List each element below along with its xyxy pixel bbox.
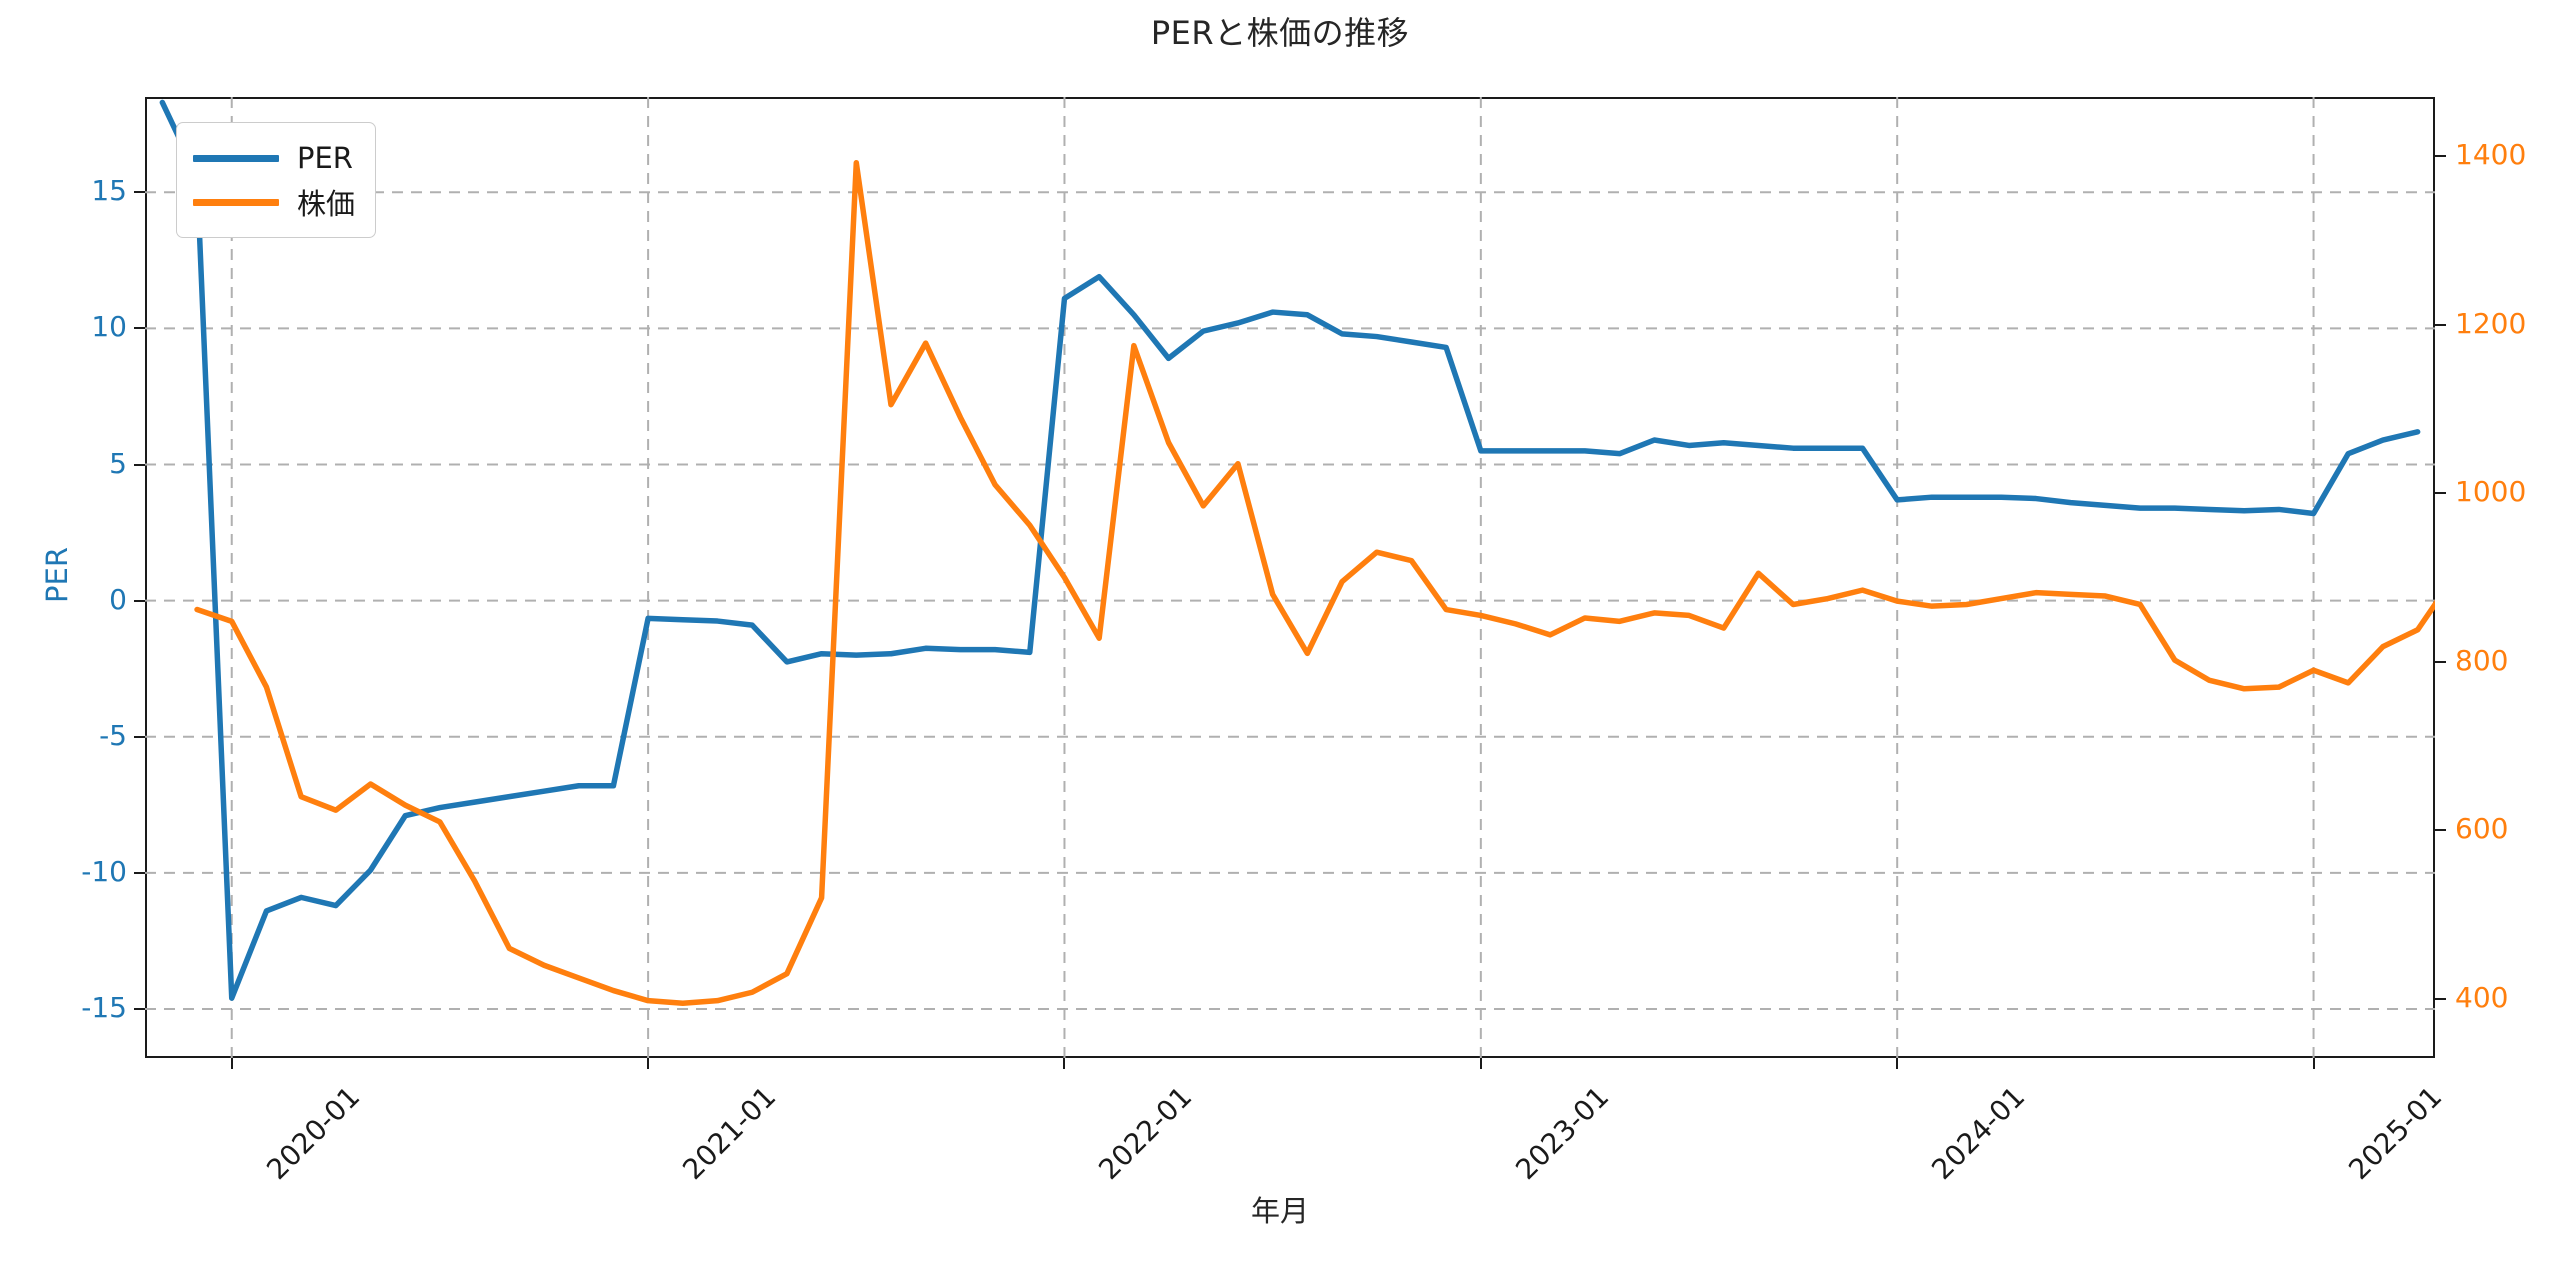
chart-legend: PER 株価	[176, 122, 377, 238]
x-tick-label: 2022-01	[1092, 1080, 1199, 1187]
y-right-tick-label: 800	[2455, 643, 2509, 677]
y-left-tick-label: -5	[99, 718, 127, 752]
x-axis-label: 年月	[1250, 1194, 1309, 1228]
legend-label: PER	[297, 141, 353, 175]
y-right-tick-mark	[2435, 155, 2446, 157]
plot-area	[145, 97, 2435, 1058]
legend-item[interactable]: PER	[193, 136, 355, 180]
y-left-tick-label: 10	[91, 310, 127, 344]
y-left-tick-mark	[134, 599, 145, 602]
chart-title: PERと株価の推移	[1150, 14, 1410, 52]
y-right-tick-mark	[2435, 997, 2446, 1000]
legend-item[interactable]: 株価	[193, 180, 355, 224]
x-tick-mark	[647, 1058, 650, 1069]
x-tick-label: 2023-01	[1509, 1080, 1616, 1187]
y-right-tick-label: 400	[2455, 980, 2509, 1014]
x-tick-mark	[1063, 1058, 1066, 1069]
y-left-tick-mark	[134, 871, 145, 874]
y-left-tick-mark	[134, 735, 145, 738]
y-left-tick-label: -15	[81, 990, 127, 1024]
y-right-tick-label: 1200	[2455, 306, 2527, 340]
y-right-tick-mark	[2435, 492, 2446, 495]
x-tick-label: 2021-01	[676, 1080, 783, 1187]
x-tick-mark	[230, 1058, 233, 1069]
x-tick-label: 2020-01	[260, 1080, 367, 1187]
x-tick-mark	[1896, 1058, 1899, 1069]
y-left-tick-mark	[134, 327, 145, 330]
legend-swatch-line	[193, 154, 279, 162]
y-right-tick-label: 1000	[2455, 475, 2527, 509]
y-left-tick-label: 0	[109, 582, 127, 616]
y-left-tick-mark	[134, 191, 145, 194]
x-tick-label: 2025-01	[2341, 1080, 2448, 1187]
y-right-tick-label: 600	[2455, 812, 2509, 846]
y-left-tick-mark	[134, 1007, 145, 1010]
y-left-tick-label: -10	[81, 854, 127, 888]
y-right-tick-mark	[2435, 829, 2446, 832]
y-right-tick-mark	[2435, 660, 2446, 663]
y-axis-left-label: PER	[40, 546, 74, 603]
legend-label: 株価	[297, 187, 356, 221]
x-tick-mark	[1479, 1058, 1482, 1069]
y-right-tick-mark	[2435, 323, 2446, 326]
y-left-tick-mark	[134, 463, 145, 466]
legend-swatch-line	[193, 198, 279, 206]
x-tick-label: 2024-01	[1925, 1080, 2032, 1187]
y-left-tick-label: 5	[109, 446, 127, 480]
y-right-tick-label: 1400	[2455, 138, 2527, 171]
x-tick-mark	[2312, 1058, 2315, 1069]
y-left-tick-label: 15	[91, 174, 127, 208]
